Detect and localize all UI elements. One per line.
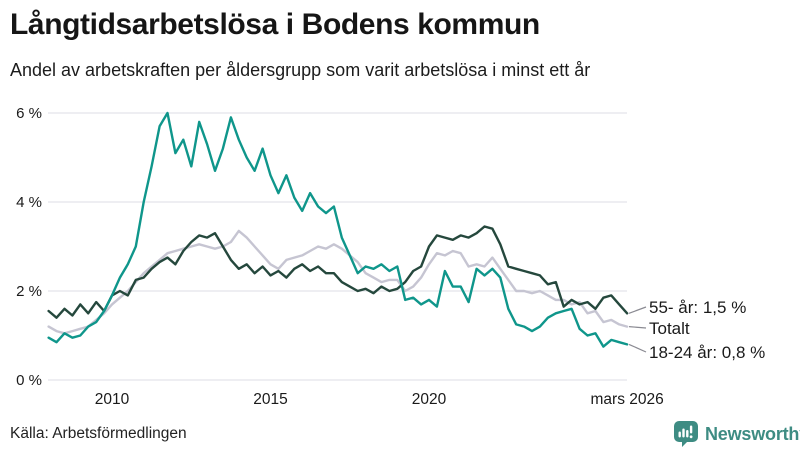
label-connector bbox=[628, 306, 647, 314]
series-line-55- år bbox=[47, 225, 629, 319]
label-connector bbox=[628, 326, 647, 329]
series-end-label-18-24 år: 18-24 år: 0,8 % bbox=[649, 343, 765, 362]
chart-subtitle: Andel av arbetskraften per åldersgrupp s… bbox=[10, 60, 591, 80]
y-tick-label: 4 % bbox=[16, 194, 42, 211]
x-tick-label: 2010 bbox=[95, 391, 130, 408]
y-tick-label: 0 % bbox=[16, 372, 42, 389]
x-tick-label: 2015 bbox=[253, 391, 287, 408]
x-tick-label: 2020 bbox=[412, 391, 447, 408]
newsworthy-icon bbox=[674, 421, 698, 447]
bar-tall bbox=[682, 428, 685, 438]
x-tick-label: mars 2026 bbox=[591, 391, 664, 408]
label-connector bbox=[628, 343, 647, 353]
bar-small bbox=[678, 431, 681, 438]
source-note: Källa: Arbetsförmedlingen bbox=[10, 425, 187, 442]
chart-title: Långtidsarbetslösa i Bodens kommun bbox=[10, 8, 540, 41]
series-end-label-Totalt: Totalt bbox=[649, 319, 690, 338]
exclamation-dot bbox=[689, 435, 693, 439]
series-line-Totalt bbox=[47, 229, 629, 335]
y-tick-label: 2 % bbox=[16, 283, 42, 300]
newsworthy-logo: Newsworthy bbox=[674, 421, 800, 447]
y-tick-label: 6 % bbox=[16, 105, 42, 122]
bar-medium bbox=[686, 430, 689, 438]
series-end-label-55- år: 55- år: 1,5 % bbox=[649, 298, 746, 317]
exclamation-bar bbox=[689, 425, 693, 434]
speech-bubble-shape bbox=[674, 421, 698, 447]
series-line-18-24 år bbox=[47, 111, 629, 348]
newsworthy-wordmark: Newsworthy bbox=[705, 423, 800, 444]
